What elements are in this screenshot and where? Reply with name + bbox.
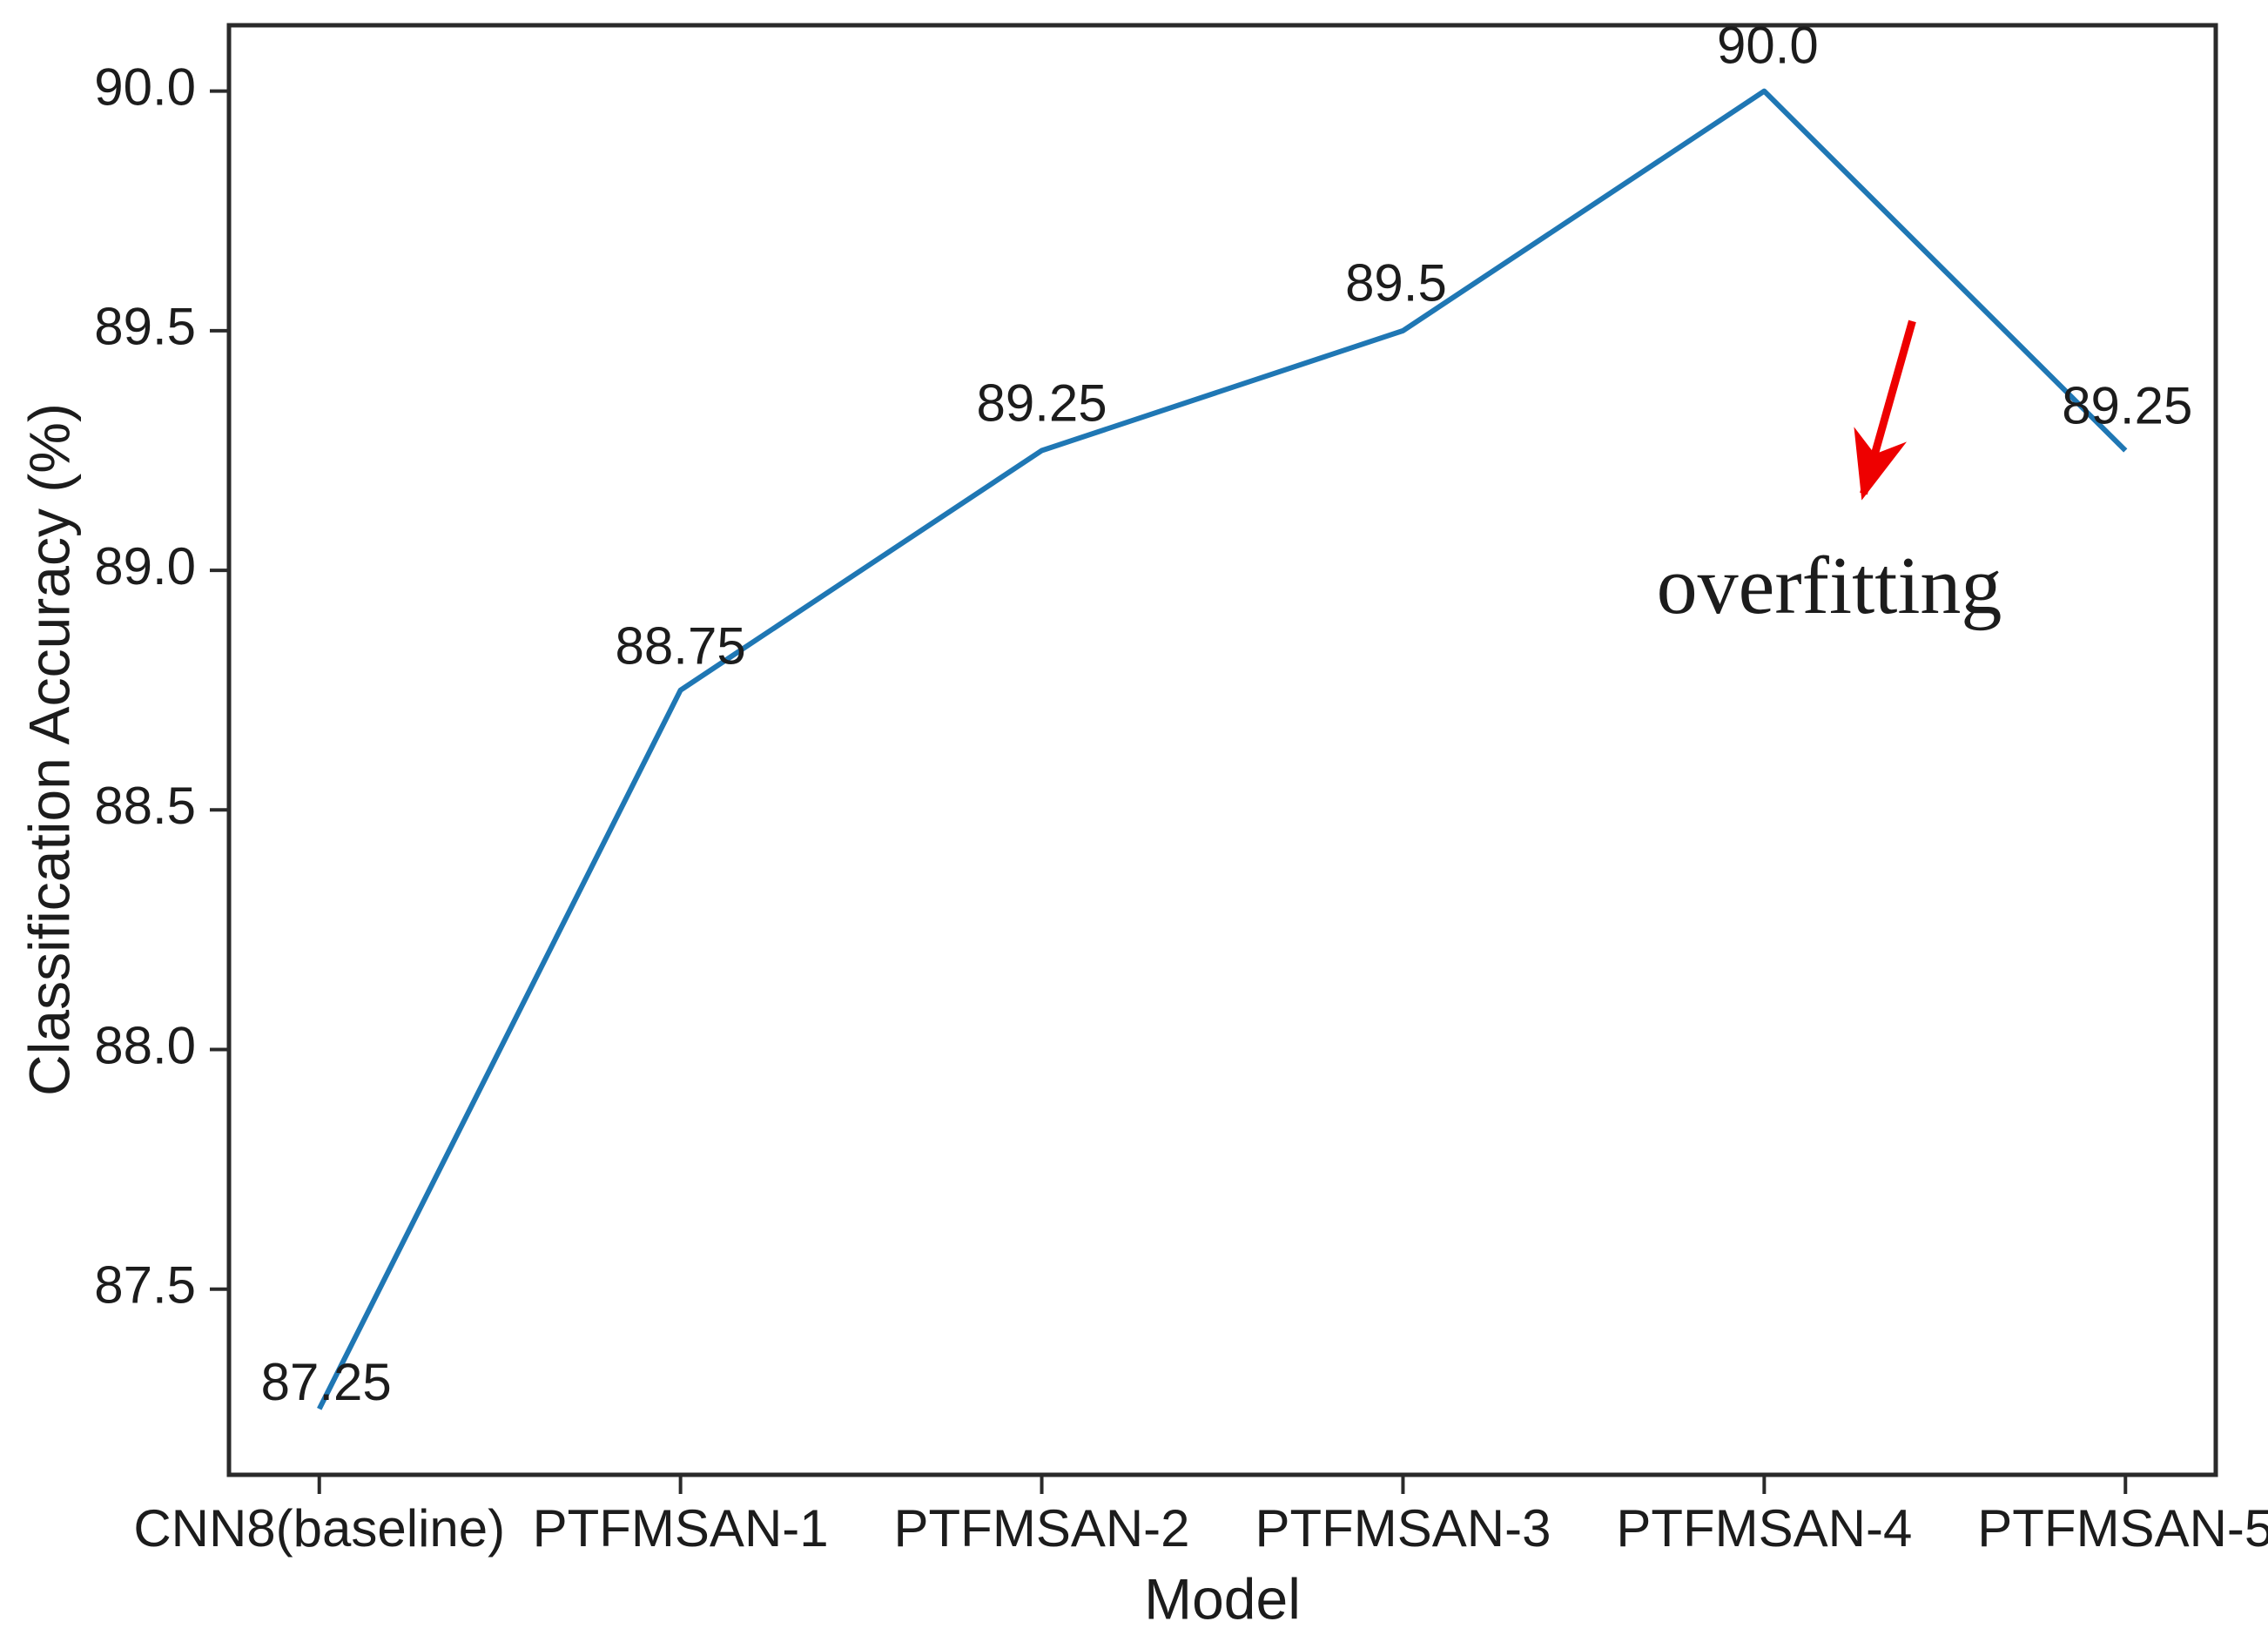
y-tick-label: 89.0 bbox=[94, 537, 196, 595]
y-tick-label: 89.5 bbox=[94, 298, 196, 356]
y-tick-label: 87.5 bbox=[94, 1256, 196, 1315]
y-tick-label: 88.5 bbox=[94, 777, 196, 835]
y-tick-labels: 87.5 88.0 88.5 89.0 89.5 90.0 bbox=[94, 58, 196, 1315]
x-tick-label: PTFMSAN-4 bbox=[1616, 1499, 1912, 1558]
x-tick-label: PTFMSAN-2 bbox=[894, 1499, 1190, 1558]
point-value-label: 89.25 bbox=[976, 373, 1107, 432]
y-tick-marks bbox=[210, 89, 229, 1291]
point-value-label: 89.5 bbox=[1345, 254, 1447, 313]
x-tick-label: PTFMSAN-5 bbox=[1977, 1499, 2268, 1558]
y-tick-label: 88.0 bbox=[94, 1016, 196, 1074]
x-tick-marks bbox=[317, 1475, 2128, 1494]
x-tick-labels: CNN8(baseline) PTFMSAN-1 PTFMSAN-2 PTFMSAN-… bbox=[133, 1499, 2268, 1558]
point-value-labels: 87.25 88.75 89.25 89.5 90.0 89.25 bbox=[261, 17, 2193, 1412]
accuracy-line bbox=[317, 88, 2128, 1410]
overfitting-annotation: overfitting bbox=[1657, 541, 2002, 631]
x-tick-label: PTFMSAN-3 bbox=[1255, 1499, 1551, 1558]
point-value-label: 87.25 bbox=[261, 1353, 392, 1411]
y-tick-label: 90.0 bbox=[94, 58, 196, 117]
x-tick-label: CNN8(baseline) bbox=[133, 1499, 505, 1558]
plot-frame bbox=[226, 23, 2218, 1477]
overfitting-arrow bbox=[1854, 320, 1916, 501]
x-axis-title: Model bbox=[1144, 1566, 1301, 1631]
x-tick-label: PTFMSAN-1 bbox=[533, 1499, 829, 1558]
point-value-label: 88.75 bbox=[616, 617, 746, 676]
y-axis-title: Classification Accuracy (%) bbox=[17, 403, 81, 1096]
point-value-label: 89.25 bbox=[2062, 376, 2192, 434]
point-value-label: 90.0 bbox=[1717, 17, 1819, 75]
